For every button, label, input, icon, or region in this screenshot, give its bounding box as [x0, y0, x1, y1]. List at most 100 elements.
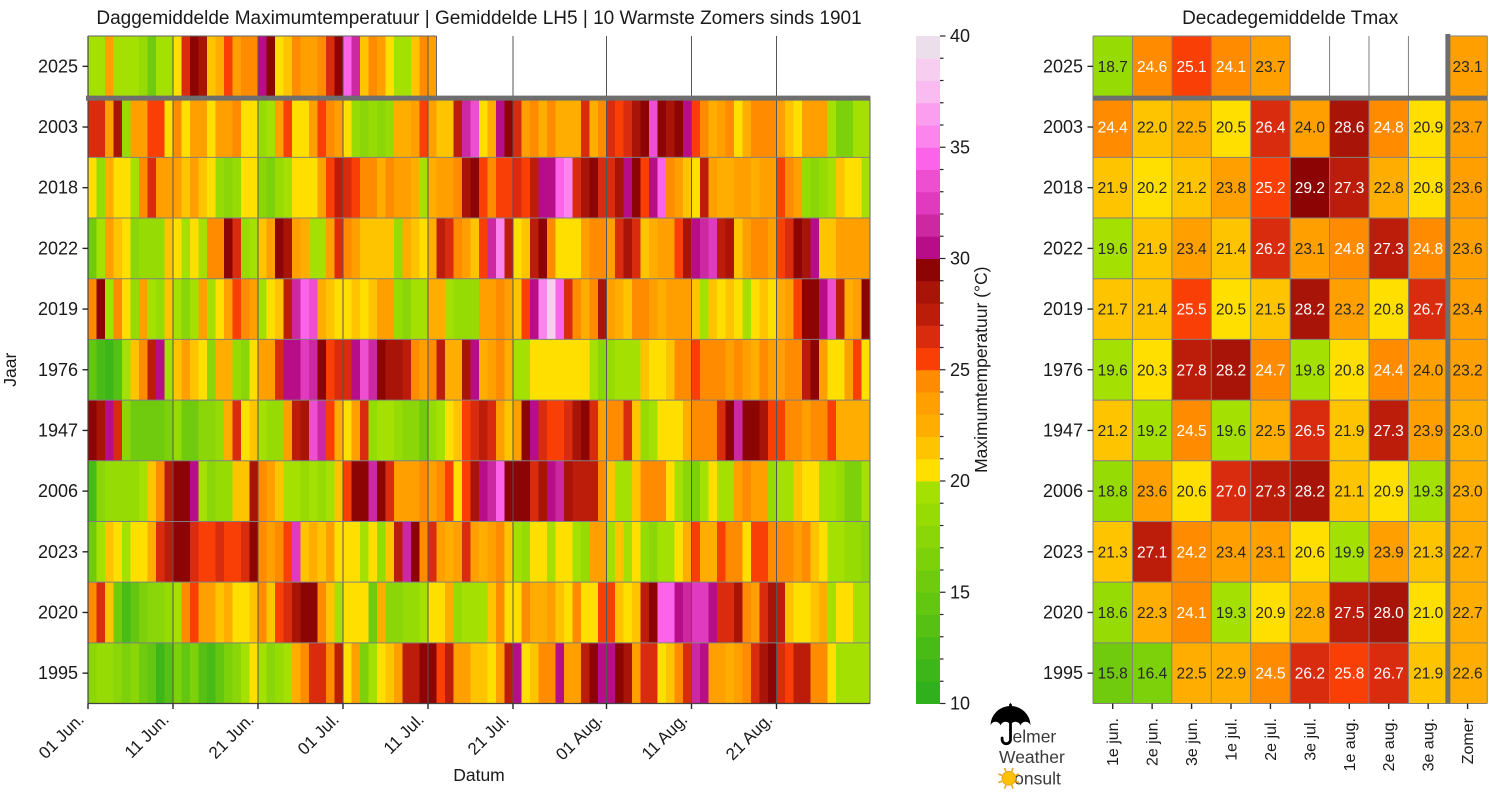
svg-text:20.8: 20.8: [1374, 302, 1404, 319]
svg-text:20.6: 20.6: [1295, 544, 1325, 561]
svg-text:3e jul.: 3e jul.: [1302, 718, 1319, 761]
svg-text:20.5: 20.5: [1216, 302, 1246, 319]
svg-text:2022: 2022: [38, 238, 78, 258]
svg-text:28.2: 28.2: [1216, 362, 1246, 379]
svg-text:Datum: Datum: [453, 765, 505, 785]
svg-text:1995: 1995: [38, 663, 78, 683]
svg-text:24.1: 24.1: [1176, 605, 1206, 622]
svg-text:27.8: 27.8: [1176, 362, 1206, 379]
svg-text:26.2: 26.2: [1295, 666, 1325, 683]
svg-text:21.9: 21.9: [1098, 180, 1128, 197]
svg-text:3e jun.: 3e jun.: [1184, 718, 1201, 766]
svg-text:Weather: Weather: [999, 747, 1065, 767]
svg-text:22.5: 22.5: [1255, 423, 1285, 440]
svg-text:19.8: 19.8: [1295, 362, 1325, 379]
svg-text:Decadegemiddelde Tmax: Decadegemiddelde Tmax: [1182, 8, 1399, 29]
svg-text:2003: 2003: [1043, 117, 1083, 137]
svg-text:23.2: 23.2: [1334, 302, 1364, 319]
svg-text:27.3: 27.3: [1374, 423, 1404, 440]
svg-text:1e jun.: 1e jun.: [1105, 718, 1122, 766]
svg-text:19.3: 19.3: [1413, 484, 1443, 501]
svg-text:21.2: 21.2: [1098, 423, 1128, 440]
svg-text:19.9: 19.9: [1334, 544, 1364, 561]
svg-text:22.7: 22.7: [1452, 605, 1482, 622]
svg-text:26.2: 26.2: [1255, 241, 1285, 258]
svg-text:24.0: 24.0: [1413, 362, 1444, 379]
svg-text:24.4: 24.4: [1098, 120, 1129, 137]
svg-text:21.3: 21.3: [1098, 544, 1128, 561]
svg-text:19.6: 19.6: [1098, 241, 1128, 258]
svg-text:Maximumtemperatuur (°C): Maximumtemperatuur (°C): [971, 267, 991, 473]
svg-text:25: 25: [950, 360, 970, 380]
svg-text:11 Aug.: 11 Aug.: [638, 710, 691, 763]
svg-text:23.1: 23.1: [1295, 241, 1325, 258]
svg-text:23.2: 23.2: [1452, 362, 1482, 379]
svg-text:27.3: 27.3: [1255, 484, 1285, 501]
svg-text:25.2: 25.2: [1255, 180, 1285, 197]
svg-text:30: 30: [950, 249, 970, 269]
svg-text:27.3: 27.3: [1374, 241, 1404, 258]
svg-text:2006: 2006: [38, 481, 78, 501]
svg-text:25.1: 25.1: [1176, 59, 1206, 76]
svg-text:22.8: 22.8: [1374, 180, 1404, 197]
svg-text:19.6: 19.6: [1216, 423, 1246, 440]
svg-text:22.9: 22.9: [1216, 666, 1246, 683]
svg-text:1976: 1976: [38, 360, 78, 380]
svg-text:16.4: 16.4: [1137, 666, 1168, 683]
svg-text:27.5: 27.5: [1334, 605, 1364, 622]
svg-text:24.4: 24.4: [1374, 362, 1405, 379]
svg-text:20.6: 20.6: [1176, 484, 1206, 501]
svg-text:24.5: 24.5: [1255, 666, 1285, 683]
svg-text:28.6: 28.6: [1334, 120, 1364, 137]
svg-text:20.8: 20.8: [1334, 362, 1364, 379]
svg-text:20.5: 20.5: [1216, 120, 1246, 137]
svg-text:40: 40: [950, 26, 970, 46]
svg-text:18.8: 18.8: [1098, 484, 1128, 501]
svg-text:01 Jul.: 01 Jul.: [294, 710, 343, 759]
svg-text:24.1: 24.1: [1216, 59, 1246, 76]
svg-text:21 Jun.: 21 Jun.: [205, 710, 258, 763]
svg-text:18.7: 18.7: [1098, 59, 1128, 76]
svg-text:Consult: Consult: [1002, 769, 1061, 789]
svg-text:27.0: 27.0: [1216, 484, 1247, 501]
svg-text:2e aug.: 2e aug.: [1381, 718, 1398, 771]
svg-text:20.9: 20.9: [1374, 484, 1404, 501]
svg-text:21.9: 21.9: [1137, 241, 1167, 258]
svg-text:11 Jun.: 11 Jun.: [121, 710, 173, 762]
svg-text:2e jul.: 2e jul.: [1263, 718, 1280, 761]
svg-text:elmer: elmer: [1013, 727, 1057, 747]
svg-text:23.7: 23.7: [1255, 59, 1285, 76]
svg-text:25.8: 25.8: [1334, 666, 1364, 683]
svg-text:23.6: 23.6: [1137, 484, 1167, 501]
svg-text:2020: 2020: [38, 602, 78, 622]
svg-text:21.7: 21.7: [1098, 302, 1128, 319]
svg-text:23.7: 23.7: [1452, 120, 1482, 137]
svg-text:21 Aug.: 21 Aug.: [722, 710, 776, 764]
svg-text:24.8: 24.8: [1374, 120, 1404, 137]
svg-text:1947: 1947: [38, 420, 78, 440]
svg-text:21.9: 21.9: [1334, 423, 1364, 440]
svg-text:21.4: 21.4: [1216, 241, 1247, 258]
svg-text:21.3: 21.3: [1413, 544, 1443, 561]
svg-text:23.6: 23.6: [1452, 180, 1482, 197]
svg-text:23.1: 23.1: [1452, 59, 1482, 76]
svg-text:1e jul.: 1e jul.: [1224, 718, 1241, 761]
svg-text:21.9: 21.9: [1413, 666, 1443, 683]
svg-text:24.7: 24.7: [1255, 362, 1285, 379]
svg-text:35: 35: [950, 137, 970, 157]
svg-text:18.6: 18.6: [1098, 605, 1128, 622]
svg-text:Zomer: Zomer: [1460, 717, 1477, 764]
svg-text:28.2: 28.2: [1295, 484, 1325, 501]
svg-text:24.5: 24.5: [1176, 423, 1206, 440]
svg-text:23.1: 23.1: [1255, 544, 1285, 561]
svg-text:20: 20: [950, 471, 970, 491]
svg-text:1995: 1995: [1043, 663, 1083, 683]
svg-text:23.9: 23.9: [1374, 544, 1404, 561]
svg-text:22.5: 22.5: [1176, 666, 1206, 683]
svg-text:27.3: 27.3: [1334, 180, 1364, 197]
svg-text:28.2: 28.2: [1295, 302, 1325, 319]
svg-text:22.0: 22.0: [1137, 120, 1168, 137]
svg-text:11 Jul.: 11 Jul.: [380, 710, 428, 758]
svg-text:23.4: 23.4: [1176, 241, 1207, 258]
svg-text:1976: 1976: [1043, 360, 1083, 380]
